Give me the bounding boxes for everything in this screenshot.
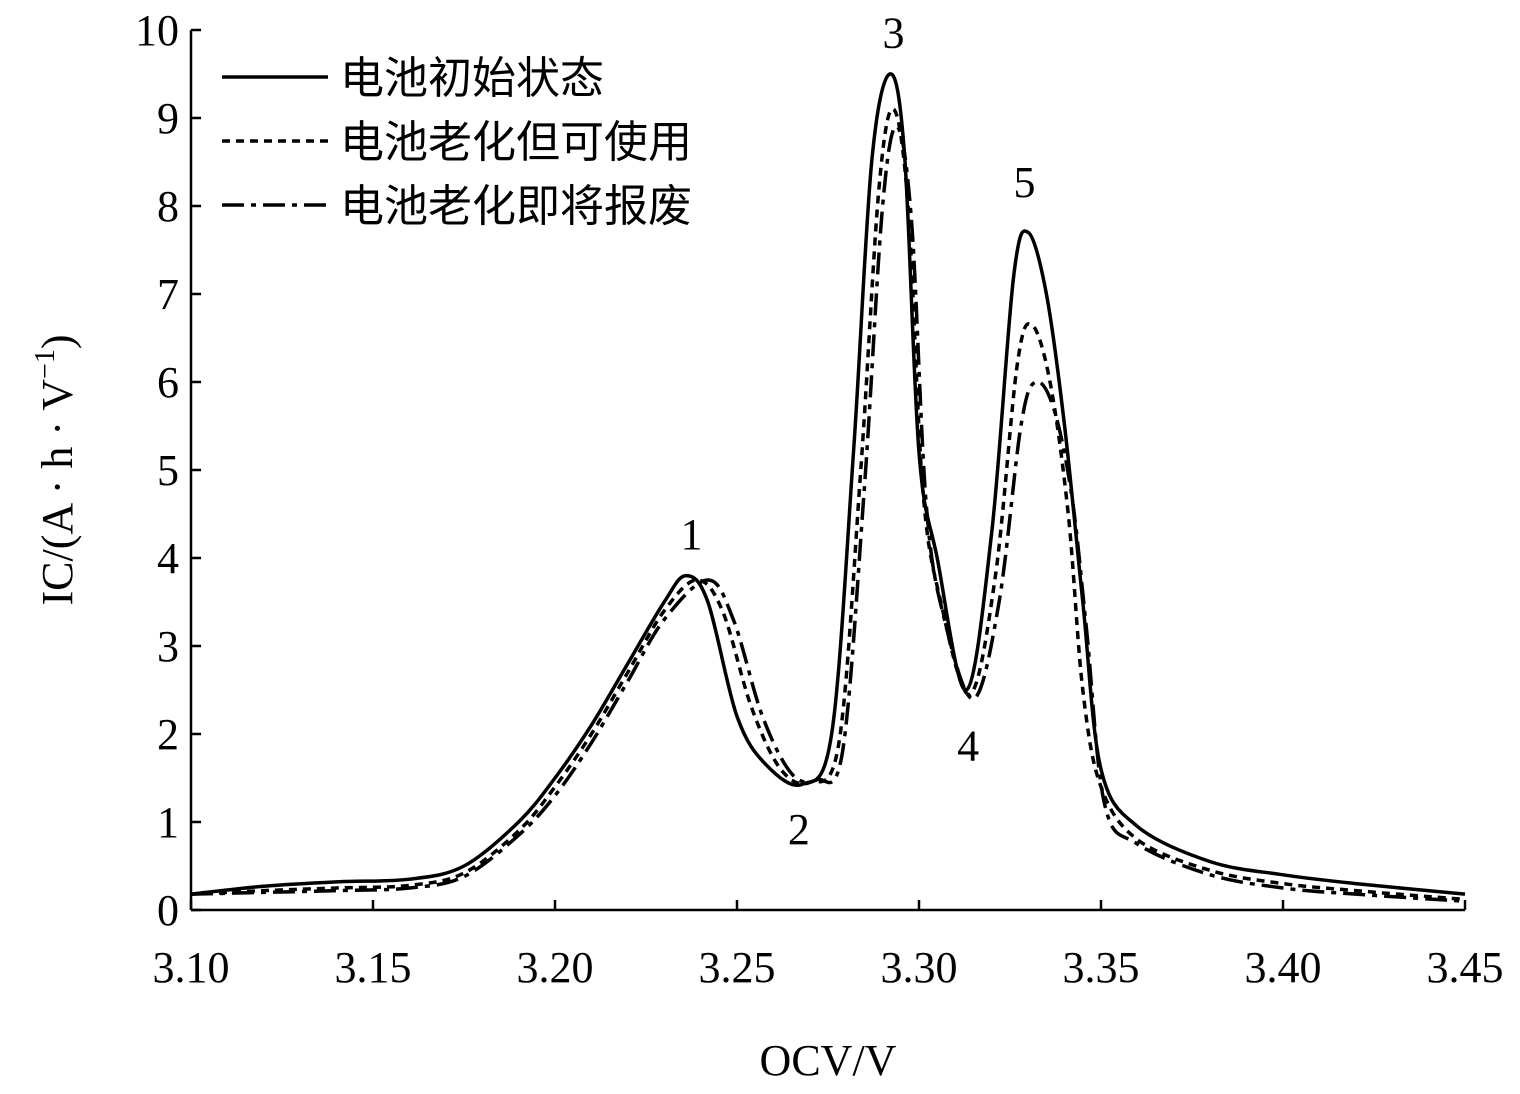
y-tick-label: 2 — [157, 710, 179, 759]
x-tick-label: 3.40 — [1245, 943, 1322, 992]
x-tick-label: 3.20 — [517, 943, 594, 992]
y-axis-ticks: 0 1 2 3 4 5 6 7 8 9 10 — [135, 6, 201, 935]
x-tick-label: 3.30 — [881, 943, 958, 992]
y-tick-label: 4 — [157, 534, 179, 583]
y-tick-label: 0 — [157, 886, 179, 935]
series-line-dotted — [190, 107, 1466, 902]
y-tick-label: 9 — [157, 94, 179, 143]
y-tick-label: 7 — [157, 270, 179, 319]
legend-item-initial: 电池初始状态 — [222, 54, 604, 103]
legend-label-aged-usable: 电池老化但可使用 — [340, 118, 692, 167]
series-line-solid — [190, 72, 1466, 896]
peak-label: 4 — [957, 721, 979, 770]
x-tick-label: 3.45 — [1427, 943, 1504, 992]
series-lines — [190, 72, 1466, 903]
y-axis-label-close: ) — [33, 335, 82, 350]
legend-item-aged-scrap: 电池老化即将报废 — [222, 182, 692, 231]
x-tick-label: 3.15 — [335, 943, 412, 992]
y-tick-label: 3 — [157, 622, 179, 671]
y-tick-label: 6 — [157, 358, 179, 407]
y-tick-label: 1 — [157, 798, 179, 847]
x-axis-label: OCV/V — [760, 1036, 897, 1085]
x-tick-label: 3.25 — [699, 943, 776, 992]
y-axis-label-superscript: −1 — [30, 349, 61, 379]
y-tick-label: 10 — [135, 6, 179, 55]
plot-area: 3.10 3.15 3.20 3.25 3.30 3.35 3.40 3.45 0 1 2 3 4 5 6… — [135, 6, 1504, 992]
x-tick-label: 3.10 — [153, 943, 230, 992]
legend-label-aged-scrap: 电池老化即将报废 — [340, 182, 692, 231]
peak-label: 1 — [681, 510, 703, 559]
legend-item-aged-usable: 电池老化但可使用 — [222, 118, 692, 167]
y-tick-label: 8 — [157, 182, 179, 231]
peak-label: 5 — [1014, 158, 1036, 207]
y-axis-label: IC/(A · h · V−1) — [30, 335, 82, 606]
y-axis-label-main: IC/(A · h · V — [33, 379, 82, 606]
series-line-dashdot — [190, 124, 1466, 903]
x-axis-ticks: 3.10 3.15 3.20 3.25 3.30 3.35 3.40 3.45 — [153, 900, 1504, 992]
peak-annotations: 1 2 3 4 5 — [681, 9, 1036, 854]
peak-label: 2 — [788, 805, 810, 854]
peak-label: 3 — [883, 9, 905, 58]
legend-label-initial: 电池初始状态 — [340, 54, 604, 103]
y-tick-label: 5 — [157, 446, 179, 495]
x-tick-label: 3.35 — [1063, 943, 1140, 992]
legend: 电池初始状态 电池老化但可使用 电池老化即将报废 — [222, 54, 692, 231]
